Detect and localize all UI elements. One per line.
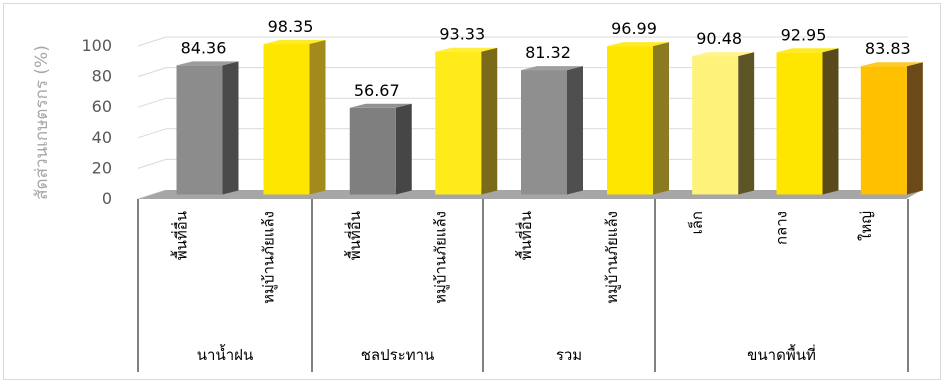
bar-top [860,62,923,67]
bar-top [521,66,583,71]
bar-side [738,52,755,195]
bar [435,51,482,195]
data-label: 84.36 [181,38,227,57]
bar [349,107,396,195]
group-label: นาน้ำฝน [197,344,253,364]
bar-top [776,48,839,53]
y-axis-title: สัดส่วนเกษตรกร (%) [32,45,52,200]
bar-side [309,40,326,195]
data-label: 56.67 [354,81,400,100]
bar [263,44,310,195]
bar-side [906,62,923,195]
y-tick-label: 0 [102,189,112,208]
data-label: 92.95 [781,25,827,44]
bar [176,65,223,195]
bar [607,46,653,195]
gridline-side [137,67,167,78]
bar [860,66,907,195]
bar-side [822,48,839,195]
y-tick-label: 40 [92,128,112,147]
y-tick-label: 20 [92,158,112,177]
group-label: ชลประทาน [361,346,435,364]
bar-side [481,47,498,195]
bar-side [567,66,583,195]
gridline-side [137,97,167,108]
category-label: พื้นที่อื่น [515,211,535,260]
category-label: หมู่บ้านภัยแล้ง [603,211,621,304]
group-label: ขนาดพื้นที่ [747,344,816,364]
gridline-side [137,158,167,169]
category-label: หมู่บ้านภัยแล้ง [431,211,449,304]
bar-side [395,103,412,195]
bar-top [176,61,239,66]
gridline-side [137,36,167,47]
data-label: 98.35 [268,17,314,36]
data-label: 93.33 [439,25,485,44]
data-label: 96.99 [611,19,657,38]
bar-top [435,47,498,52]
data-label: 90.48 [696,29,742,48]
y-tick-label: 60 [92,97,112,116]
bar-side [222,61,239,195]
gridline-side [137,128,167,139]
bar-side [653,42,669,195]
category-label: เล็ก [687,211,706,234]
y-tick-label: 80 [92,67,112,86]
category-label: หมู่บ้านภัยแล้ง [260,211,278,304]
bar-top [607,42,669,47]
group-label: รวม [556,346,582,364]
bar-top [349,103,412,108]
y-tick-label: 100 [81,36,112,55]
category-label: พื้นที่อื่น [344,211,364,260]
bar-top [692,52,755,57]
category-label: ใหญ่ [857,211,875,241]
bar-top [263,40,326,45]
bar [776,52,823,195]
bar [521,70,567,195]
data-label: 83.83 [865,39,911,58]
category-label: พื้นที่อื่น [171,211,191,260]
category-label: กลาง [773,211,791,245]
data-label: 81.32 [525,43,571,62]
bar [692,56,739,195]
